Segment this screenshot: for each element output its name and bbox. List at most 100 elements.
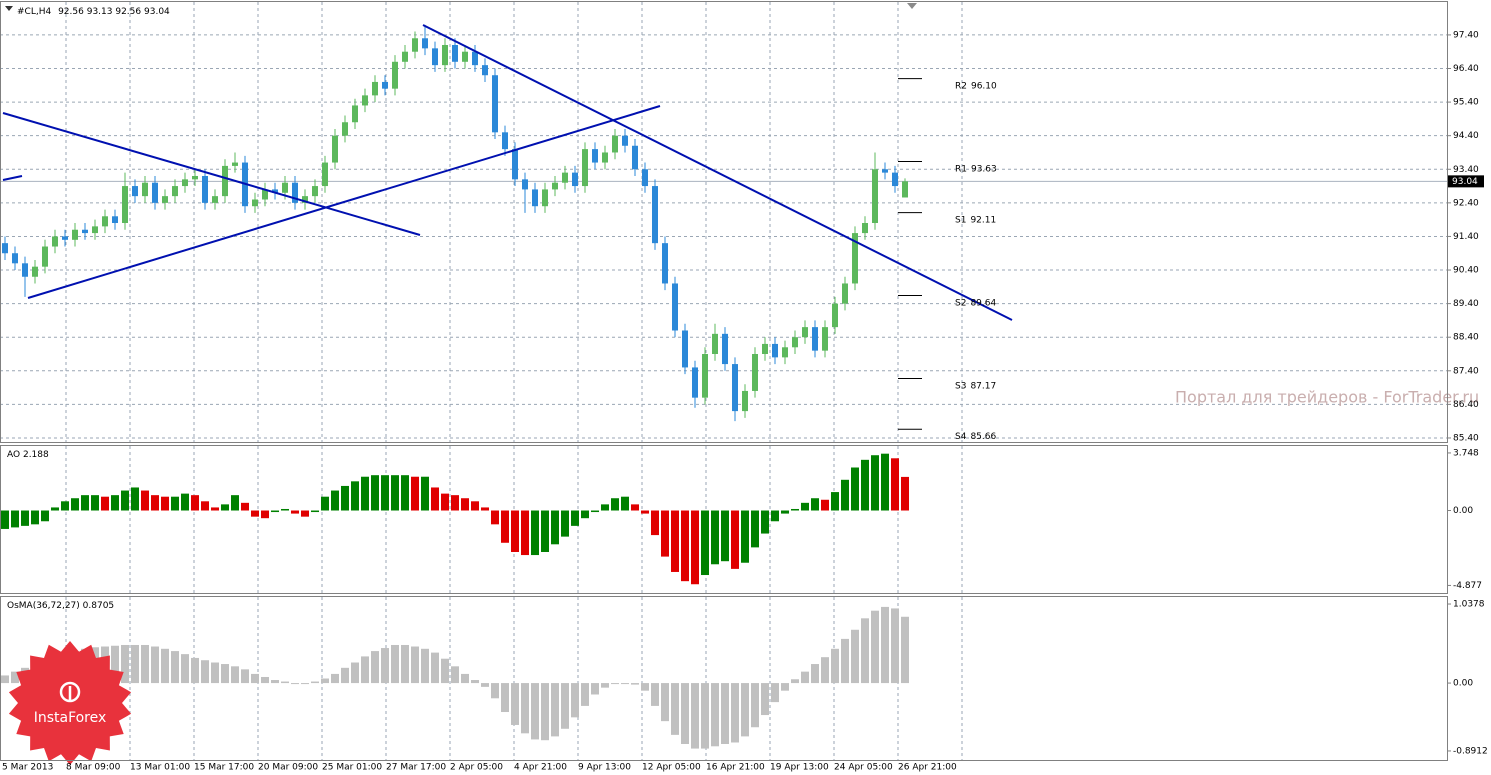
histogram-bar: [491, 510, 499, 525]
candle-body: [72, 229, 78, 240]
candle-body: [192, 175, 198, 180]
pivot-value: 96.10: [971, 81, 997, 91]
y-tick-label: 96.40: [1453, 64, 1479, 74]
indicator-value: 0.8705: [83, 601, 115, 611]
pivot-name: S4: [955, 432, 967, 442]
candle-body: [202, 175, 208, 203]
histogram-bar: [801, 671, 809, 684]
histogram-bar: [771, 683, 779, 703]
candle-body: [522, 179, 528, 190]
histogram-bar: [21, 510, 29, 526]
candle-body: [712, 333, 718, 354]
histogram-bar: [571, 683, 579, 718]
candle-body: [232, 162, 238, 166]
histogram-bar: [31, 510, 39, 525]
histogram-bar: [811, 664, 819, 684]
histogram-bar: [211, 507, 219, 511]
histogram-bar: [681, 683, 689, 745]
y-tick-label: 90.40: [1453, 266, 1479, 276]
osma-panel-frame: [0, 596, 1448, 761]
histogram-bar: [881, 606, 889, 684]
histogram-bar: [511, 683, 519, 725]
candle-body: [172, 186, 178, 197]
y-tick-label: 91.40: [1453, 232, 1479, 242]
histogram-bar: [341, 485, 349, 511]
x-tick-label: 9 Apr 13:00: [578, 763, 631, 773]
histogram-bar: [231, 495, 239, 511]
x-tick-label: 15 Mar 17:00: [194, 763, 254, 773]
histogram-bar: [621, 683, 629, 685]
histogram-bar: [801, 502, 809, 511]
candle-body: [612, 135, 618, 153]
y-tick-label: 1.0378: [1453, 600, 1485, 610]
histogram-bar: [461, 498, 469, 511]
histogram-bar: [771, 510, 779, 522]
histogram-bar: [251, 673, 259, 684]
histogram-bar: [611, 498, 619, 511]
histogram-bar: [141, 644, 149, 684]
candle-body: [212, 196, 218, 203]
histogram-bar: [141, 490, 149, 511]
low: 92.56: [115, 7, 141, 17]
histogram-bar: [271, 510, 279, 513]
histogram-bar: [471, 680, 479, 684]
candle-body: [682, 330, 688, 368]
histogram-bar: [321, 678, 329, 684]
high: 93.13: [87, 7, 113, 17]
last-price-box: [1448, 175, 1484, 188]
histogram-bar: [381, 475, 389, 511]
histogram-bar: [651, 510, 659, 536]
histogram-bar: [721, 683, 729, 745]
histogram-bar: [191, 495, 199, 511]
histogram-bar: [291, 683, 299, 685]
x-tick-label: 5 Mar 2013: [2, 763, 53, 773]
x-tick-label: 13 Mar 01:00: [130, 763, 190, 773]
histogram-bar: [861, 459, 869, 511]
histogram-bar: [401, 475, 409, 511]
histogram-bar: [421, 648, 429, 684]
histogram-bar: [331, 673, 339, 684]
histogram-bar: [531, 683, 539, 740]
last-price-label: 93.04: [1452, 177, 1478, 187]
candle-body: [82, 229, 88, 234]
histogram-bar: [461, 673, 469, 684]
x-tick-label: 25 Mar 01:00: [322, 763, 382, 773]
candle-body: [412, 38, 418, 52]
histogram-bar: [121, 644, 129, 684]
candle-body: [832, 303, 838, 328]
histogram-bar: [851, 629, 859, 684]
pivot-label: S2 89.64: [955, 298, 996, 308]
histogram-bar: [341, 667, 349, 684]
histogram-bar: [171, 496, 179, 511]
histogram-bar: [791, 679, 799, 684]
histogram-bar: [251, 510, 259, 517]
y-tick-label: 97.40: [1453, 30, 1479, 40]
pivot-value: 89.64: [970, 298, 996, 308]
histogram-bar: [61, 501, 69, 511]
logo-badge: [8, 641, 132, 765]
candle-body: [52, 236, 58, 247]
histogram-bar: [711, 510, 719, 565]
histogram-bar: [511, 510, 519, 552]
candle-body: [442, 44, 448, 66]
histogram-bar: [631, 683, 639, 685]
candle-body: [622, 135, 628, 146]
candle-body: [452, 44, 458, 62]
candle-body: [332, 135, 338, 163]
candle-body: [152, 182, 158, 203]
close: 93.04: [144, 7, 170, 17]
histogram-bar: [441, 658, 449, 684]
x-tick-label: 16 Apr 21:00: [706, 763, 765, 773]
x-tick-label: 4 Apr 21:00: [514, 763, 567, 773]
trendline: [2, 112, 421, 236]
histogram-bar: [701, 510, 709, 576]
histogram-bar: [541, 510, 549, 552]
histogram-bar: [131, 644, 139, 684]
histogram-bar: [451, 495, 459, 511]
histogram-bar: [551, 683, 559, 737]
histogram-bar: [271, 680, 279, 684]
logo-icon: [59, 681, 81, 703]
histogram-bar: [621, 496, 629, 511]
x-tick-label: 12 Apr 05:00: [642, 763, 701, 773]
